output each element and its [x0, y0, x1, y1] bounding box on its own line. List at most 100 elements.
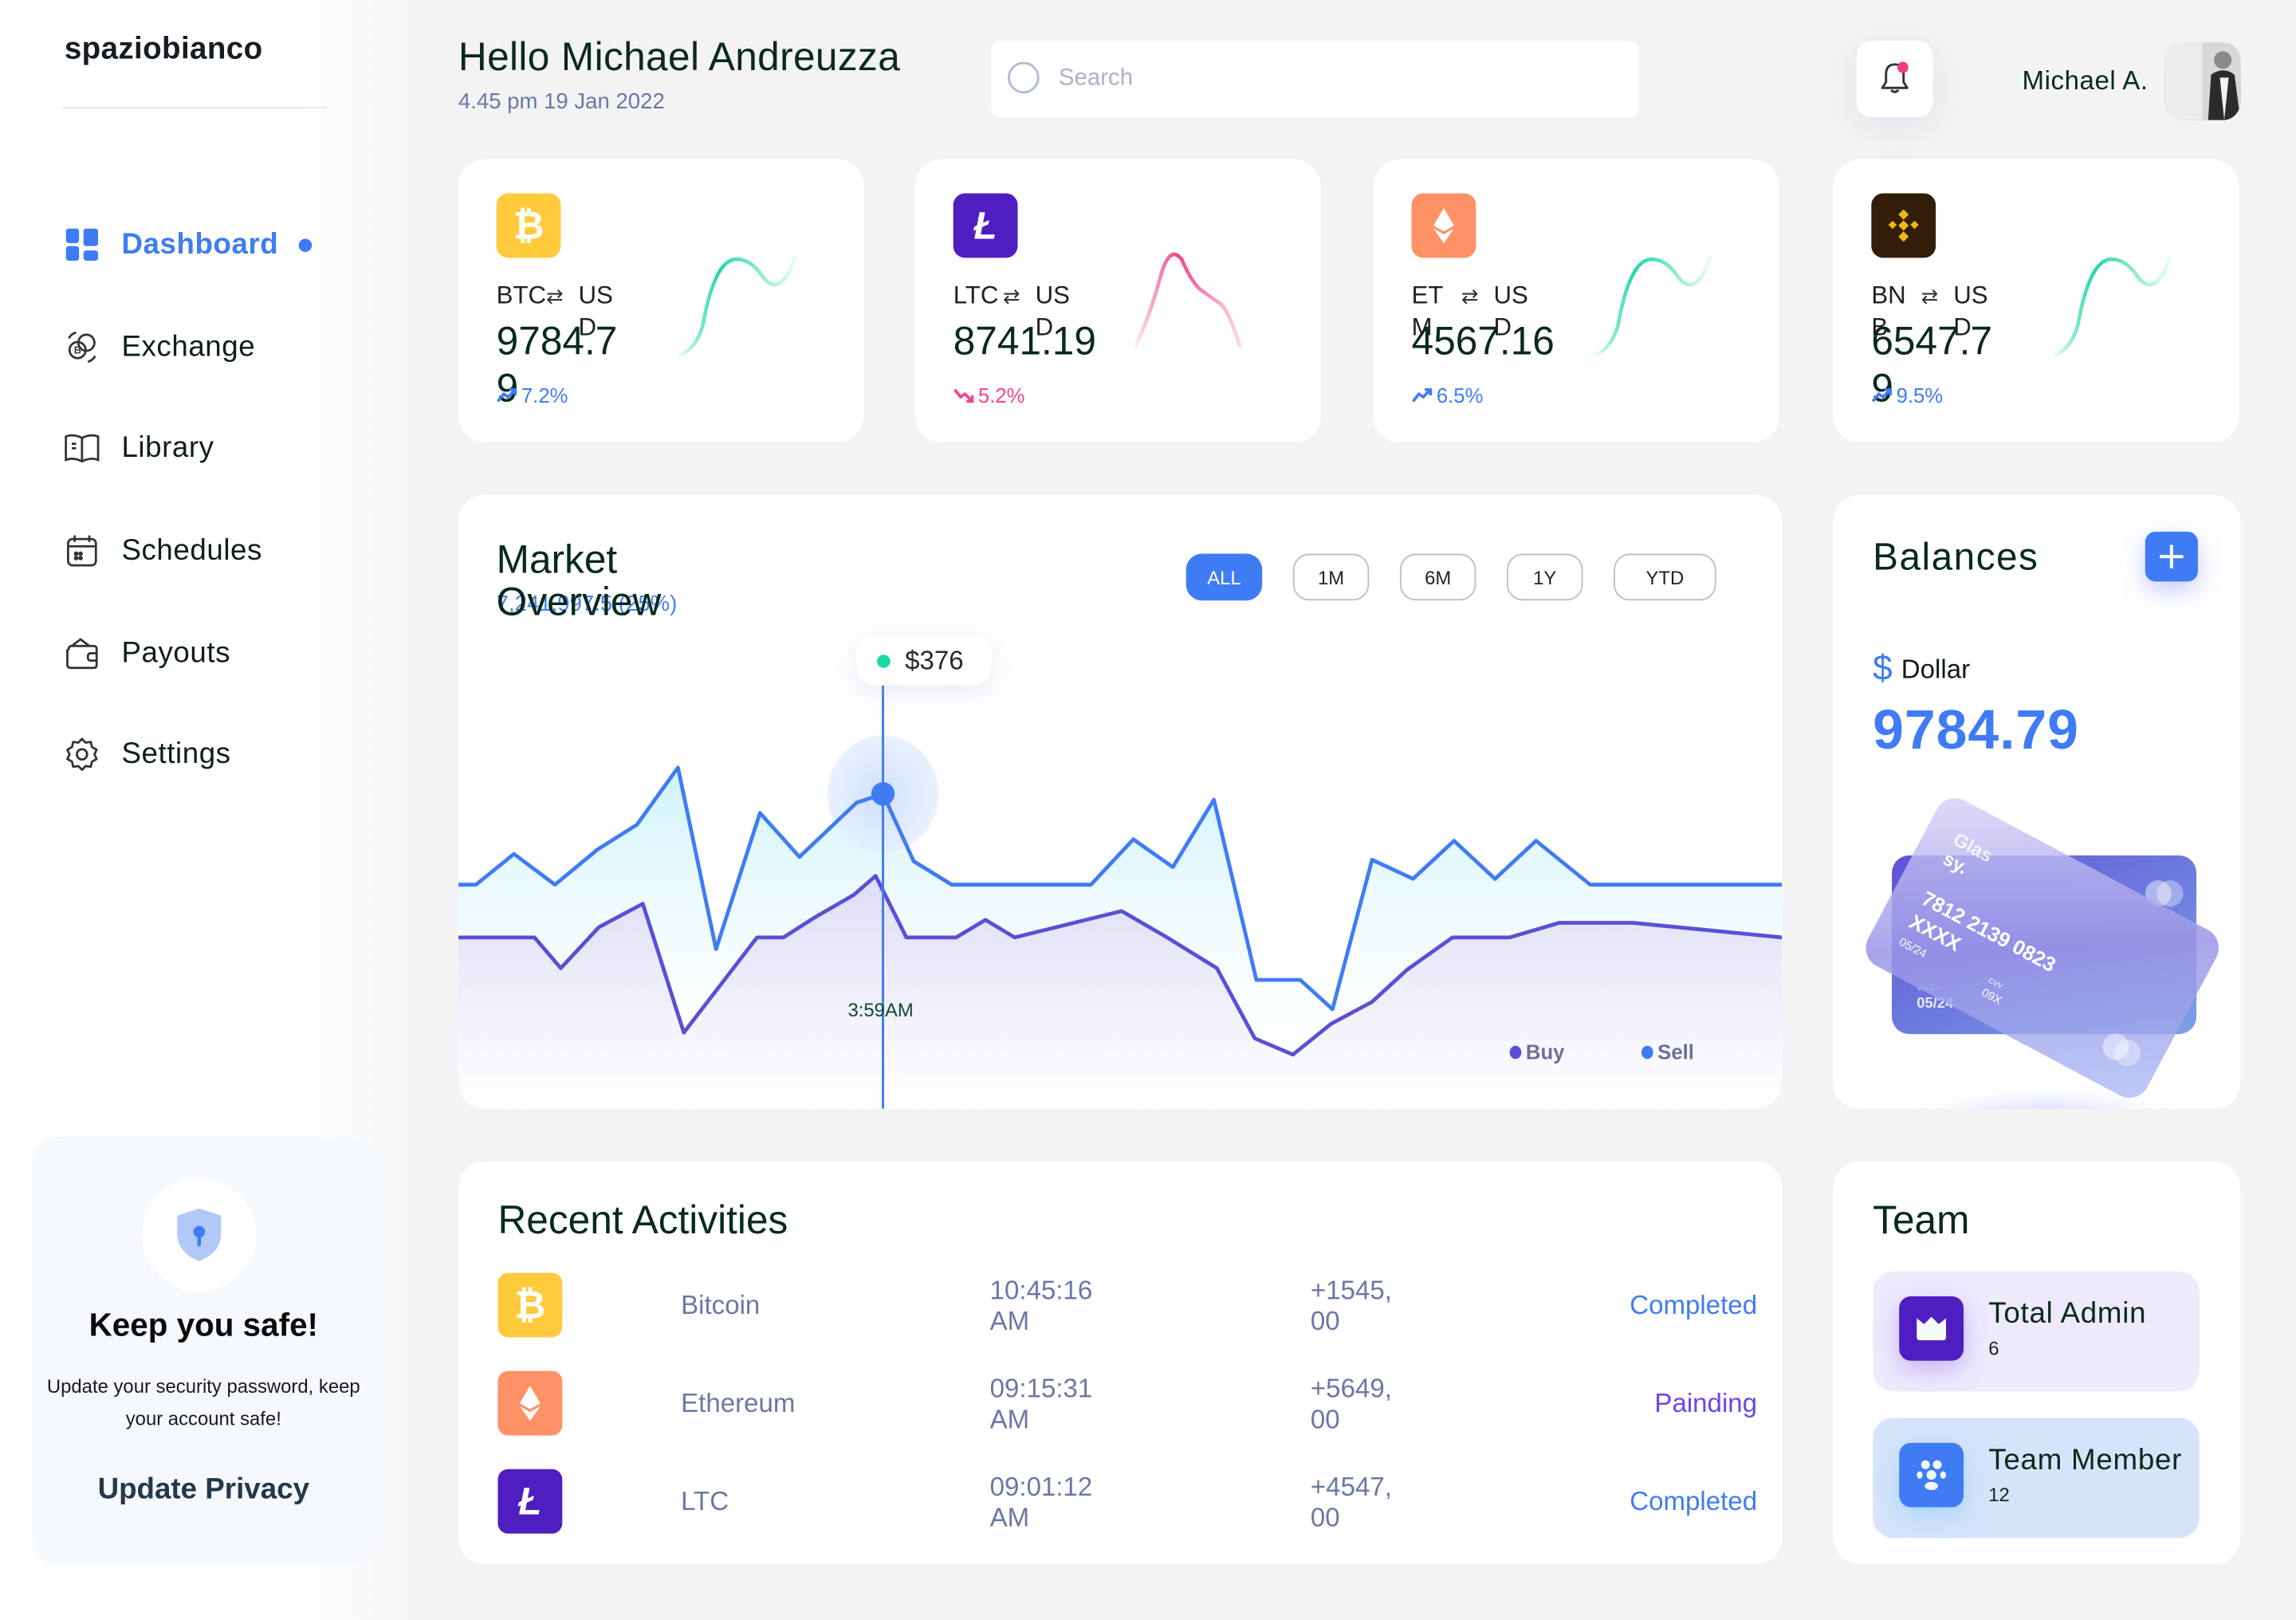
- sidebar-item-label: Dashboard: [121, 227, 279, 261]
- greeting: Hello Michael Andreuzza: [458, 35, 901, 80]
- coin-name: Bitcoin: [681, 1290, 761, 1320]
- bitcoin-icon: ₿: [497, 1272, 563, 1338]
- activity-time: 09:01:12 AM: [989, 1472, 1093, 1532]
- coin-price: 4567.16: [1411, 319, 1555, 364]
- team-card-label: Team Member: [1988, 1444, 2183, 1476]
- market-subtitle: 7,241,997.5 (25%): [496, 592, 678, 617]
- book-icon: [65, 431, 100, 466]
- notifications-button[interactable]: [1856, 41, 1933, 117]
- filter-ytd-button[interactable]: YTD: [1614, 553, 1716, 601]
- sidebar-item-settings[interactable]: Settings: [65, 731, 231, 778]
- filter-1y-button[interactable]: 1Y: [1506, 553, 1583, 601]
- sidebar-item-dashboard[interactable]: Dashboard: [65, 221, 313, 268]
- sidebar-item-label: Payouts: [121, 636, 231, 669]
- swap-icon: ⇄: [1921, 284, 1939, 308]
- balances-title: Balances: [1873, 534, 2039, 579]
- add-balance-button[interactable]: [2145, 531, 2198, 582]
- activity-amount: +5649,00: [1310, 1374, 1392, 1434]
- activity-time: 09:15:31 AM: [989, 1374, 1093, 1434]
- brand-logo[interactable]: spaziobianco: [64, 32, 263, 66]
- coin-name: LTC: [681, 1486, 729, 1516]
- balances-card: Balances $ Dollar 9784.79 05/24 VALID Gl…: [1833, 494, 2241, 1109]
- tooltip-dot: [877, 654, 890, 667]
- sidebar-item-payouts[interactable]: Payouts: [65, 630, 230, 677]
- status-badge[interactable]: Completed: [1630, 1486, 1758, 1516]
- market-title: Market Overview: [496, 537, 662, 624]
- pair-label: LTC ⇄ USD: [953, 281, 1070, 342]
- coin-card-btc[interactable]: ₿ BTC⇄ USD 9784.79 7.2%: [458, 159, 864, 442]
- balance-amount: 9784.79: [1873, 700, 2079, 762]
- search-input[interactable]: [1056, 64, 1618, 94]
- team-card: Team Total Admin 6 Team Member 12: [1833, 1161, 2241, 1565]
- sidebar-item-schedules[interactable]: Schedules: [65, 527, 262, 574]
- coin-card-bnb[interactable]: BNB⇄ USD 6547.79 9.5%: [1833, 159, 2239, 442]
- coin-card-ltc[interactable]: Ł LTC ⇄ USD 8741.19 5.2%: [914, 159, 1321, 442]
- promo-text: Update your security password, keep your…: [46, 1375, 360, 1430]
- change-indicator: 6.5%: [1412, 383, 1483, 407]
- sidebar-item-label: Exchange: [121, 330, 256, 363]
- sidebar: spaziobianco Dashboard B Exchange Librar…: [0, 0, 407, 1620]
- legend-sell: Sell: [1641, 1040, 1694, 1064]
- team-card-count: 12: [1988, 1484, 2010, 1506]
- svg-text:B: B: [74, 344, 81, 356]
- pair-label: ETM⇄ USD: [1411, 281, 1528, 342]
- legend-buy: Buy: [1509, 1040, 1564, 1064]
- sparkline-chart: [2053, 255, 2172, 358]
- sidebar-item-label: Schedules: [121, 533, 262, 567]
- market-line-chart[interactable]: [458, 495, 1783, 1109]
- crown-icon: [1899, 1296, 1964, 1361]
- trend-up-icon: [1871, 387, 1893, 403]
- pair-label: BTC⇄ USD: [496, 281, 613, 342]
- pair-label: BNB⇄ USD: [1871, 281, 1988, 342]
- activity-amount: +4547,00: [1310, 1472, 1392, 1532]
- search-bar[interactable]: [991, 41, 1639, 117]
- sidebar-item-library[interactable]: Library: [65, 425, 214, 472]
- table-row[interactable]: Ethereum 09:15:31 AM +5649,00 Painding: [497, 1370, 1758, 1436]
- ethereum-icon: [497, 1370, 563, 1436]
- table-row[interactable]: ₿ Bitcoin 10:45:16 AM +1545,00 Completed: [497, 1272, 1758, 1338]
- filter-all-button[interactable]: ALL: [1185, 553, 1263, 601]
- avatar[interactable]: [2164, 42, 2241, 120]
- sidebar-item-exchange[interactable]: B Exchange: [65, 324, 255, 371]
- activities-title: Recent Activities: [497, 1197, 788, 1242]
- group-icon: [1899, 1442, 1964, 1508]
- status-badge[interactable]: Painding: [1654, 1388, 1758, 1418]
- change-indicator: 5.2%: [953, 383, 1025, 407]
- trend-down-icon: [953, 388, 974, 403]
- litecoin-icon: Ł: [953, 193, 1018, 258]
- total-admin-card[interactable]: Total Admin 6: [1873, 1271, 2200, 1392]
- shield-badge: [142, 1178, 257, 1292]
- user-name[interactable]: Michael A.: [2022, 65, 2149, 96]
- team-card-label: Total Admin: [1988, 1297, 2147, 1331]
- dollar-icon: $: [1873, 648, 1893, 689]
- change-indicator: 9.5%: [1871, 383, 1943, 407]
- currency-label: $ Dollar: [1873, 648, 1971, 689]
- team-card-count: 6: [1988, 1337, 1999, 1359]
- active-indicator: [299, 238, 313, 252]
- filter-6m-button[interactable]: 6M: [1399, 553, 1476, 601]
- coin-price: 8741.19: [953, 319, 1096, 364]
- trend-up-icon: [1412, 387, 1433, 403]
- exchange-icon: B: [65, 329, 100, 364]
- binance-icon: [1871, 193, 1936, 258]
- calendar-icon: [65, 533, 100, 568]
- promo-title: Keep you safe!: [88, 1306, 319, 1343]
- table-row[interactable]: Ł LTC 09:01:12 AM +4547,00 Completed: [497, 1469, 1757, 1534]
- cursor-time-label: 3:59AM: [847, 999, 914, 1021]
- recent-activities-card: Recent Activities ₿ Bitcoin 10:45:16 AM …: [458, 1161, 1783, 1565]
- sidebar-item-label: Settings: [121, 737, 231, 770]
- credit-card-illustration[interactable]: 05/24 VALID Glas sy. 7812 2139 0823 XXXX…: [1834, 788, 2241, 1109]
- status-badge[interactable]: Completed: [1630, 1290, 1758, 1320]
- coin-card-eth[interactable]: ETM⇄ USD 4567.16 6.5%: [1373, 159, 1779, 442]
- grid-icon: [65, 227, 100, 262]
- security-promo-card: Keep you safe! Update your security pass…: [32, 1136, 375, 1565]
- sidebar-item-label: Library: [121, 431, 214, 464]
- filter-1m-button[interactable]: 1M: [1292, 553, 1370, 601]
- search-icon: [1008, 61, 1040, 94]
- update-privacy-button[interactable]: Update Privacy: [97, 1473, 310, 1506]
- sparkline-chart: [1134, 252, 1242, 348]
- activity-amount: +1545,00: [1310, 1276, 1392, 1336]
- activity-time: 10:45:16 AM: [989, 1276, 1093, 1336]
- trend-up-icon: [497, 387, 517, 403]
- team-member-card[interactable]: Team Member 12: [1873, 1418, 2200, 1539]
